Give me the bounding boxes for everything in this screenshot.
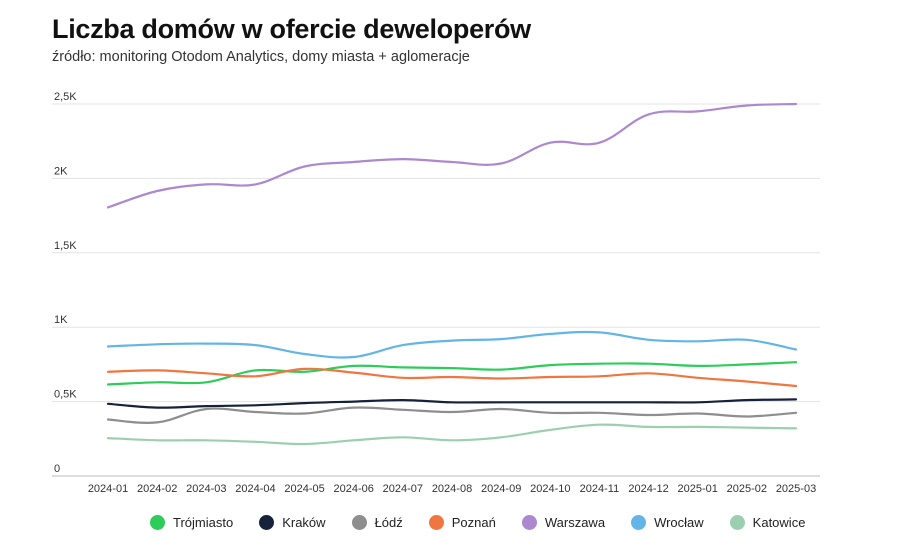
x-tick-label: 2024-04 — [235, 483, 275, 495]
legend: Trójmiasto Kraków Łódź Poznań Warszawa Wrocła… — [150, 515, 831, 530]
y-tick-label: 0 — [54, 463, 60, 475]
legend-item[interactable]: Wrocław — [631, 515, 704, 530]
legend-swatch — [521, 515, 537, 530]
legend-label: Trójmiasto — [173, 515, 234, 530]
x-tick-label: 2024-01 — [88, 483, 128, 495]
x-tick-label: 2024-07 — [383, 483, 423, 495]
legend-item[interactable]: Łódź — [351, 515, 403, 530]
chart-subtitle: źródło: monitoring Otodom Analytics, dom… — [52, 49, 470, 65]
legend-swatch — [428, 515, 444, 530]
series-line-poznań — [106, 367, 798, 388]
series-line-warszawa — [106, 102, 798, 209]
chart-title: Liczba domów w ofercie deweloperów — [52, 14, 531, 44]
x-tick-label: 2024-10 — [530, 483, 570, 495]
legend-label: Wrocław — [654, 515, 704, 530]
y-tick-label: 0,5K — [54, 389, 77, 401]
legend-label: Warszawa — [544, 515, 606, 530]
x-tick-label: 2024-02 — [137, 483, 177, 495]
y-tick-label: 1,5K — [54, 240, 77, 252]
legend-swatch — [631, 515, 647, 530]
legend-item[interactable]: Trójmiasto — [150, 515, 233, 530]
legend-item[interactable]: Poznań — [428, 515, 496, 530]
series-line-katowice — [106, 423, 798, 446]
legend-swatch — [259, 515, 275, 530]
x-tick-label: 2024-05 — [284, 483, 324, 495]
legend-label: Łódź — [374, 515, 403, 530]
x-tick-label: 2025-01 — [678, 483, 718, 495]
legend-item[interactable]: Warszawa — [521, 515, 606, 530]
x-tick-label: 2024-03 — [186, 483, 226, 495]
series-line-łódź — [106, 406, 798, 424]
legend-swatch — [729, 515, 745, 530]
legend-swatch — [150, 515, 165, 530]
series-line-kraków — [106, 398, 798, 409]
series-line-wrocław — [106, 330, 798, 359]
x-axis-ticks: 2024-01 2024-02 2024-03 2024-04 2024-05 2024-… — [88, 483, 816, 495]
y-tick-label: 1K — [54, 314, 68, 326]
legend-swatch — [351, 515, 367, 530]
x-tick-label: 2024-11 — [580, 483, 620, 495]
x-tick-label: 2024-06 — [334, 483, 374, 495]
series-layer — [106, 102, 798, 446]
x-tick-label: 2024-12 — [628, 483, 668, 495]
x-tick-label: 2025-02 — [727, 483, 767, 495]
grid-layer: 0 0,5K 1K 1,5K 2K 2,5K — [52, 91, 820, 477]
x-tick-label: 2025-03 — [776, 483, 816, 495]
y-tick-label: 2,5K — [54, 91, 77, 103]
legend-label: Kraków — [282, 515, 326, 530]
x-tick-label: 2024-08 — [432, 483, 472, 495]
legend-label: Katowice — [752, 515, 806, 530]
x-tick-label: 2024-09 — [481, 483, 521, 495]
legend-label: Poznań — [451, 515, 496, 530]
legend-item[interactable]: Kraków — [259, 515, 326, 530]
y-tick-label: 2K — [54, 165, 68, 177]
series-line-trójmiasto — [106, 361, 798, 386]
legend-item[interactable]: Katowice — [729, 515, 806, 530]
